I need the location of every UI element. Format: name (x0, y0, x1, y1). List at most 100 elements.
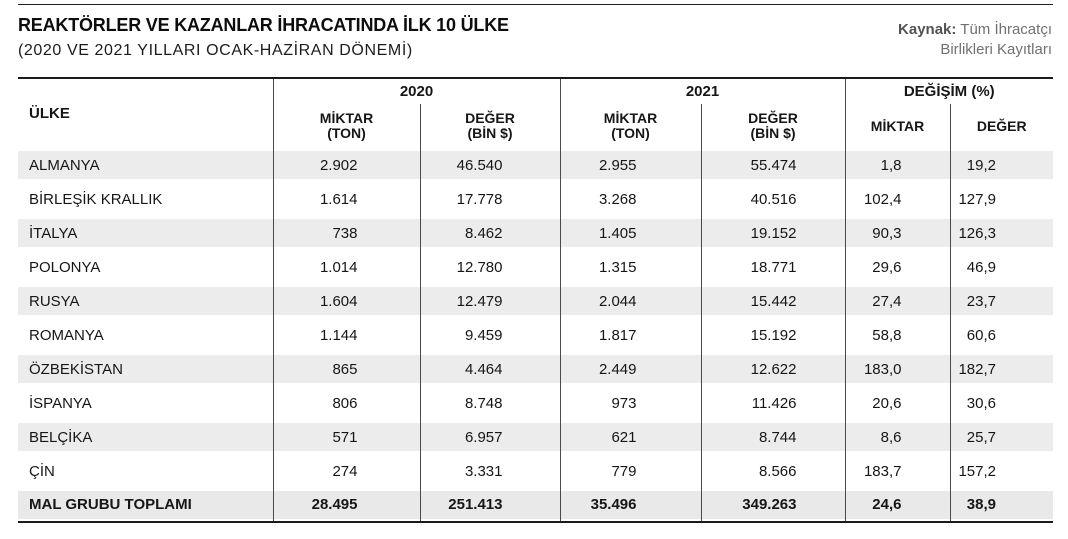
header-line: (TON) (327, 125, 366, 141)
value-cell: 738 (272, 216, 420, 250)
value-cell: 1.315 (559, 250, 701, 284)
value-cell: 806 (272, 386, 420, 420)
header-line: DEĞER (748, 110, 798, 126)
table-row: BİRLEŞİK KRALLIK 1.614 17.778 3.268 40.516 10… (18, 182, 1053, 216)
value-cell: 27,4 (844, 284, 950, 318)
source-credit: Kaynak: Tüm İhracatçı Birlikleri Kayıtla… (898, 20, 1052, 60)
country-cell: POLONYA (29, 258, 101, 276)
total-amount-2021: 35.496 (559, 488, 701, 522)
page-subtitle: (2020 VE 2021 YILLARI OCAK-HAZİRAN DÖNEM… (18, 42, 413, 59)
value-cell: 2.955 (559, 148, 701, 182)
table-body: ALMANYA 2.902 46.540 2.955 55.474 1,8 19,2 BİRL… (18, 148, 1053, 488)
value-cell: 8.462 (419, 216, 560, 250)
country-cell: ÖZBEKİSTAN (18, 352, 273, 386)
col-header-amount-2020: MİKTAR (TON) (272, 104, 420, 148)
table-footer: MAL GRUBU TOPLAMI 28.495 251.413 35.496 … (18, 488, 1053, 522)
value-cell: 8.748 (419, 386, 560, 420)
value-cell: 9.459 (419, 318, 560, 352)
value-cell: 46,9 (949, 250, 1053, 284)
value-cell: 4.464 (419, 352, 560, 386)
value-cell: 17.778 (419, 182, 560, 216)
value-cell: 60,6 (949, 318, 1053, 352)
country-cell: RUSYA (18, 284, 273, 318)
col-group-2020: 2020 (272, 78, 560, 104)
total-amount-2020: 28.495 (272, 488, 420, 522)
value-cell: 1.817 (559, 318, 701, 352)
table-row: ROMANYA 1.144 9.459 1.817 15.192 58,8 60,6 (18, 318, 1053, 352)
table-row: İSPANYA 806 8.748 973 11.426 20,6 30,6 (18, 386, 1053, 420)
value-cell: 182,7 (949, 352, 1053, 386)
col-group-change: DEĞİŞİM (%) (844, 78, 1053, 104)
value-cell: 15.442 (700, 284, 845, 318)
value-cell: 12.780 (419, 250, 560, 284)
table-row: ALMANYA 2.902 46.540 2.955 55.474 1,8 19,2 (18, 148, 1053, 182)
value-cell: 8,6 (844, 420, 950, 454)
value-cell: 20,6 (844, 386, 950, 420)
col-header-amount-change: MİKTAR (844, 104, 950, 148)
total-value-change: 38,9 (949, 488, 1053, 522)
value-cell: 127,9 (949, 182, 1053, 216)
total-value-2021: 349.263 (700, 488, 845, 522)
header-line: (BİN $) (750, 125, 796, 141)
table-row: ÇİN 274 3.331 779 8.566 183,7 157,2 (18, 454, 1053, 488)
value-cell: 102,4 (844, 182, 950, 216)
header-line: MİKTAR (319, 110, 374, 126)
country-cell: İSPANYA (29, 394, 92, 412)
col-header-amount-2021: MİKTAR (TON) (559, 104, 701, 148)
table-row: BELÇİKA 571 6.957 621 8.744 8,6 25,7 (18, 420, 1053, 454)
value-cell: 183,0 (844, 352, 950, 386)
value-cell: 15.192 (700, 318, 845, 352)
value-cell: 19.152 (700, 216, 845, 250)
col-header-value-change: DEĞER (949, 104, 1053, 148)
value-cell: 8.566 (700, 454, 845, 488)
country-cell: İTALYA (18, 216, 273, 250)
total-label: MAL GRUBU TOPLAMI (18, 488, 273, 522)
value-cell: 30,6 (949, 386, 1053, 420)
value-cell: 126,3 (949, 216, 1053, 250)
table-row: RUSYA 1.604 12.479 2.044 15.442 27,4 23,7 (18, 284, 1053, 318)
table-row: ÖZBEKİSTAN 865 4.464 2.449 12.622 183,0 182,7 (18, 352, 1053, 386)
value-cell: 25,7 (949, 420, 1053, 454)
value-cell: 2.449 (559, 352, 701, 386)
country-cell: BELÇİKA (18, 420, 273, 454)
value-cell: 183,7 (844, 454, 950, 488)
header-line: (BİN $) (467, 125, 513, 141)
value-cell: 1.614 (272, 182, 420, 216)
value-cell: 40.516 (700, 182, 845, 216)
col-header-value-2021: DEĞER (BİN $) (700, 104, 845, 148)
country-cell: ALMANYA (18, 148, 273, 182)
source-line-1: Kaynak: Tüm İhracatçı (898, 20, 1052, 40)
value-cell: 58,8 (844, 318, 950, 352)
page-title: REAKTÖRLER VE KAZANLAR İHRACATINDA İLK 1… (18, 15, 509, 35)
value-cell: 19,2 (949, 148, 1053, 182)
header-line: DEĞER (976, 117, 1027, 134)
value-cell: 779 (559, 454, 701, 488)
header-line: DEĞER (465, 110, 515, 126)
total-value-2020: 251.413 (419, 488, 560, 522)
group-header-row: ÜLKE 2020 2021 DEĞİŞİM (%) (18, 78, 1053, 122)
total-row: MAL GRUBU TOPLAMI 28.495 251.413 35.496 … (18, 488, 1053, 522)
export-data-table: ÜLKE 2020 2021 DEĞİŞİM (%) MİKTAR (TON) … (18, 77, 1053, 523)
header-line: MİKTAR (870, 117, 925, 134)
header-line: (TON) (611, 125, 650, 141)
source-text-2: Birlikleri Kayıtları (940, 41, 1052, 58)
source-label: Kaynak: (898, 21, 957, 38)
country-cell: ROMANYA (29, 326, 104, 344)
value-cell: 571 (272, 420, 420, 454)
value-cell: 11.426 (700, 386, 845, 420)
table-row: POLONYA 1.014 12.780 1.315 18.771 29,6 46,9 (18, 250, 1053, 284)
value-cell: 865 (272, 352, 420, 386)
value-cell: 2.044 (559, 284, 701, 318)
value-cell: 1,8 (844, 148, 950, 182)
value-cell: 621 (559, 420, 701, 454)
sub-header-row: MİKTAR (TON) DEĞER (BİN $) MİKTAR (TON) … (18, 104, 1053, 148)
total-amount-change: 24,6 (844, 488, 950, 522)
value-cell: 973 (559, 386, 701, 420)
value-cell: 29,6 (844, 250, 950, 284)
value-cell: 3.268 (559, 182, 701, 216)
value-cell: 46.540 (419, 148, 560, 182)
value-cell: 1.144 (272, 318, 420, 352)
value-cell: 3.331 (419, 454, 560, 488)
value-cell: 55.474 (700, 148, 845, 182)
country-cell: ÇİN (29, 462, 55, 480)
